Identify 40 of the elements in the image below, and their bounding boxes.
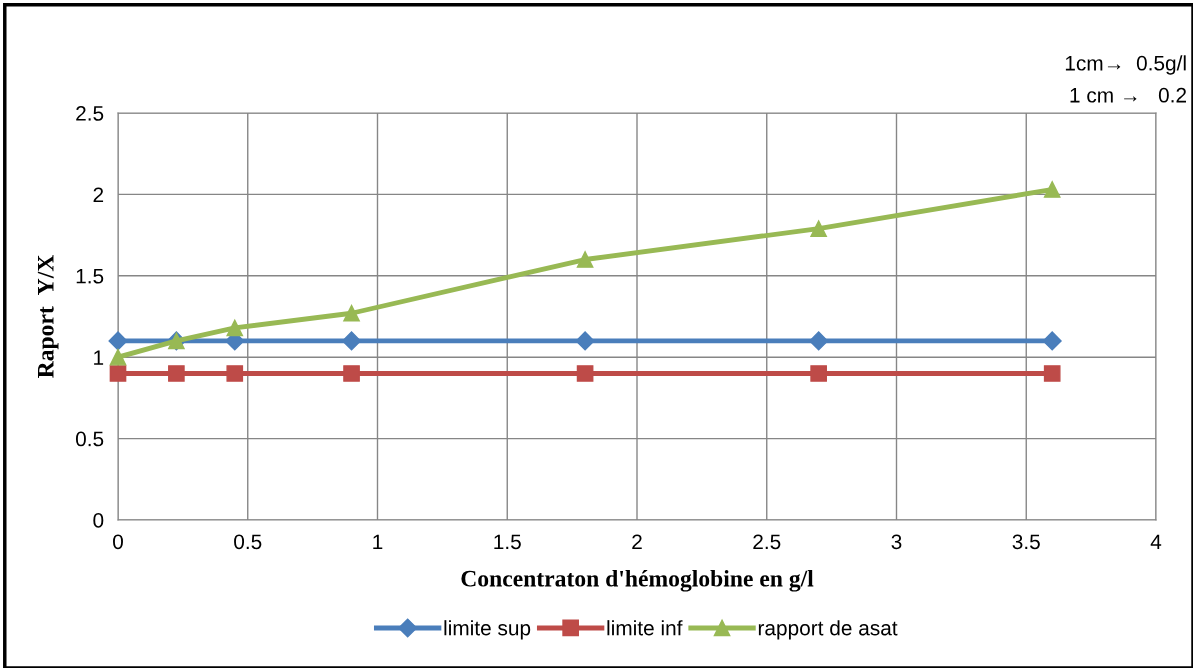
y-tick-label: 1.5 (76, 269, 104, 284)
x-tick-label: 3.5 (1012, 534, 1040, 550)
point (343, 304, 360, 322)
point (1042, 331, 1062, 351)
x-tick-label: 2.5 (753, 534, 781, 550)
y-tick-label: 0.5 (75, 431, 104, 447)
point (809, 331, 829, 351)
point (1043, 365, 1061, 382)
point (1043, 181, 1061, 198)
legend-label: limite sup (444, 620, 531, 640)
point (810, 220, 827, 237)
point (810, 365, 827, 382)
text: 1cm→ 0.5g/l (1065, 55, 1186, 75)
x-tick-label: 4 (1150, 534, 1162, 549)
y-tick-label: 0 (93, 513, 104, 528)
y-tick-label: 2 (93, 187, 104, 202)
x-axis-title: Concentraton d'hémoglobine en g/l (461, 569, 814, 592)
x-tick-label: 1 (373, 534, 383, 549)
x-tick-label: 1.5 (494, 534, 521, 550)
y-tick-label: 2.5 (76, 106, 104, 121)
y-axis-title: Raport Y/X (37, 254, 59, 378)
y-tick-label: 1 (94, 350, 104, 365)
point (576, 251, 594, 268)
x-tick-label: 0.5 (234, 534, 262, 550)
point (168, 365, 185, 382)
x-tick-label: 3 (891, 534, 902, 550)
point (342, 331, 362, 351)
point (108, 331, 128, 351)
x-tick-label: 2 (632, 534, 642, 549)
text: 1 cm → 0.2 (1070, 87, 1186, 103)
point (226, 319, 244, 337)
point (575, 331, 595, 351)
legend-label: limite inf (607, 620, 683, 636)
x-tick-label: 0 (113, 534, 123, 550)
point (226, 365, 244, 382)
point (109, 348, 127, 366)
point (109, 365, 127, 382)
legend-label: rapport de asat (758, 620, 898, 640)
point (343, 365, 360, 382)
point (576, 365, 594, 382)
